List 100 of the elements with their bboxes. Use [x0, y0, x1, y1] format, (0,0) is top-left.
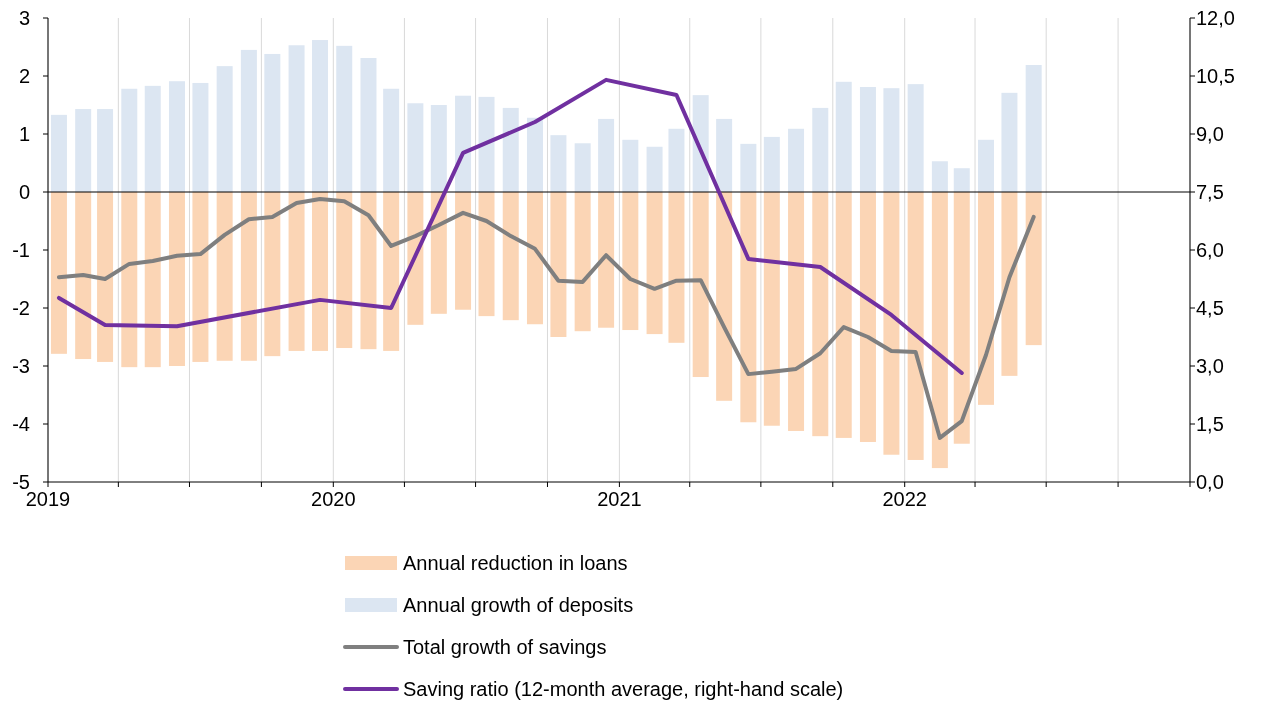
bar [859, 87, 876, 192]
bar [478, 96, 495, 192]
bar [478, 192, 495, 317]
bar [121, 88, 138, 192]
bar [50, 114, 67, 192]
y-tick-label: -1 [12, 239, 30, 261]
bar [383, 88, 400, 192]
bar [288, 45, 305, 192]
y2-tick-label: 1,5 [1196, 413, 1224, 435]
y2-tick-label: 10,5 [1196, 65, 1235, 87]
bar [502, 192, 519, 321]
bar [622, 192, 639, 331]
bar [907, 192, 924, 460]
bar [763, 192, 780, 426]
legend-label: Annual growth of deposits [403, 594, 634, 616]
bar [740, 192, 757, 423]
bar [598, 192, 615, 328]
bar [1001, 192, 1018, 376]
bar [1001, 92, 1018, 192]
bar [574, 192, 591, 332]
bar [216, 192, 233, 361]
x-tick-label: 2022 [882, 488, 927, 510]
bar [788, 192, 805, 431]
bar [502, 107, 519, 192]
bar [192, 82, 209, 192]
bar [526, 117, 543, 192]
bar [740, 143, 757, 192]
bar [1025, 192, 1042, 346]
bar [931, 192, 948, 469]
bar [859, 192, 876, 442]
bar [550, 192, 567, 337]
legend-label: Annual reduction in loans [403, 552, 628, 574]
y-tick-label: -4 [12, 413, 30, 435]
bar [192, 192, 209, 362]
bar [121, 192, 138, 368]
bar [455, 192, 472, 310]
bar [383, 192, 400, 351]
y2-tick-label: 7,5 [1196, 181, 1224, 203]
bar [953, 168, 970, 192]
bar [1025, 64, 1042, 192]
bar [883, 192, 900, 455]
bar [360, 192, 377, 350]
bar [668, 192, 685, 343]
bar [646, 192, 663, 335]
bar [622, 139, 639, 192]
bar [977, 139, 994, 192]
bar [526, 192, 543, 325]
bar [692, 192, 709, 378]
bar [835, 81, 852, 192]
bar [977, 192, 994, 405]
line-series [56, 77, 964, 375]
y2-tick-label: 0,0 [1196, 471, 1224, 493]
bar [168, 81, 185, 192]
bar [455, 95, 472, 192]
bar [360, 58, 377, 192]
bar [763, 136, 780, 192]
bar [97, 109, 114, 192]
y2-tick-label: 9,0 [1196, 123, 1224, 145]
y2-tick-label: 4,5 [1196, 297, 1224, 319]
bar [97, 192, 114, 362]
bar [788, 128, 805, 192]
y-tick-label: 2 [18, 65, 30, 87]
legend-label: Total growth of savings [403, 636, 607, 658]
bar [312, 40, 329, 192]
bar [835, 192, 852, 438]
bar [168, 192, 185, 366]
y2-tick-label: 6,0 [1196, 239, 1224, 261]
bar [264, 53, 281, 192]
y-tick-label: 3 [18, 7, 30, 29]
bar [550, 135, 567, 192]
bar [430, 105, 447, 192]
bar [716, 192, 733, 401]
bar [646, 146, 663, 192]
bar [240, 49, 257, 192]
bar [75, 192, 92, 360]
line-series [56, 196, 1036, 440]
bar [598, 118, 615, 192]
y2-tick-label: 12,0 [1196, 7, 1235, 29]
bar [336, 45, 353, 192]
bar [240, 192, 257, 361]
bar [953, 192, 970, 444]
bar [716, 118, 733, 192]
y-tick-label: 1 [18, 123, 30, 145]
y-tick-label: 0 [18, 181, 30, 203]
bar [144, 192, 161, 368]
x-tick-label: 2020 [311, 488, 356, 510]
bar [407, 103, 424, 192]
y-tick-label: -3 [12, 355, 30, 377]
bar [336, 192, 353, 349]
bar [907, 84, 924, 192]
bar [931, 161, 948, 192]
bar [144, 85, 161, 192]
bar [312, 192, 329, 351]
bar [574, 143, 591, 192]
bar [883, 88, 900, 192]
x-tick-label: 2021 [597, 488, 642, 510]
y-tick-label: -2 [12, 297, 30, 319]
bar [75, 109, 92, 192]
bar [812, 107, 829, 192]
bar [216, 66, 233, 192]
